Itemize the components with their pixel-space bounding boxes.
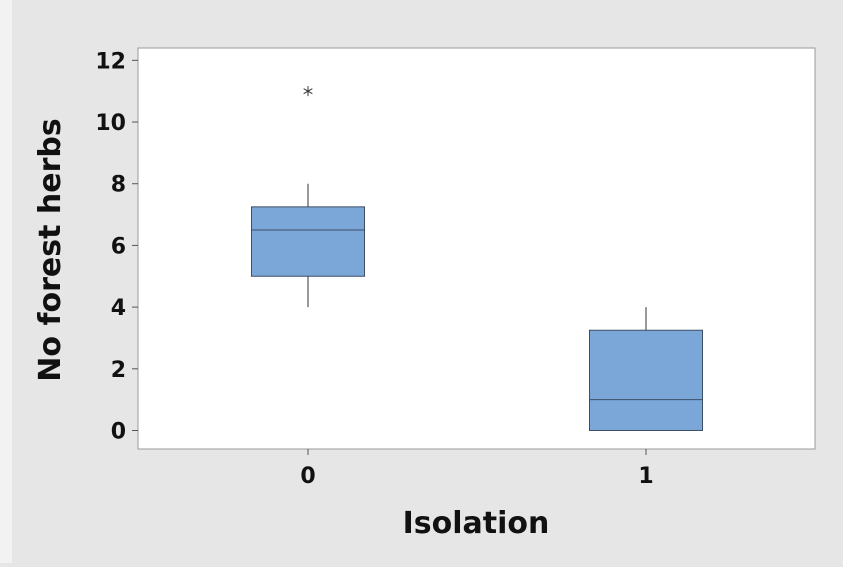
- y-axis-title: No forest herbs: [33, 118, 68, 381]
- boxes-group: [251, 86, 703, 431]
- y-tick-label: 12: [95, 49, 126, 74]
- plot-area: [137, 47, 816, 450]
- y-axis: 0 2 4 6 8 10 12: [95, 49, 138, 444]
- y-tick-label: 8: [111, 173, 126, 198]
- outlier-marker: [303, 86, 313, 97]
- box: [251, 206, 365, 277]
- left-edge-strip: [0, 0, 12, 563]
- y-tick-label: 4: [111, 296, 126, 321]
- x-axis-title: Isolation: [403, 506, 550, 541]
- x-tick-label: 0: [300, 464, 315, 489]
- x-tick-label: 1: [638, 464, 653, 489]
- y-tick-label: 2: [111, 358, 126, 383]
- box: [589, 329, 703, 431]
- y-tick-label: 0: [111, 419, 126, 444]
- y-tick-label: 10: [95, 111, 126, 136]
- y-tick-label: 6: [111, 234, 126, 259]
